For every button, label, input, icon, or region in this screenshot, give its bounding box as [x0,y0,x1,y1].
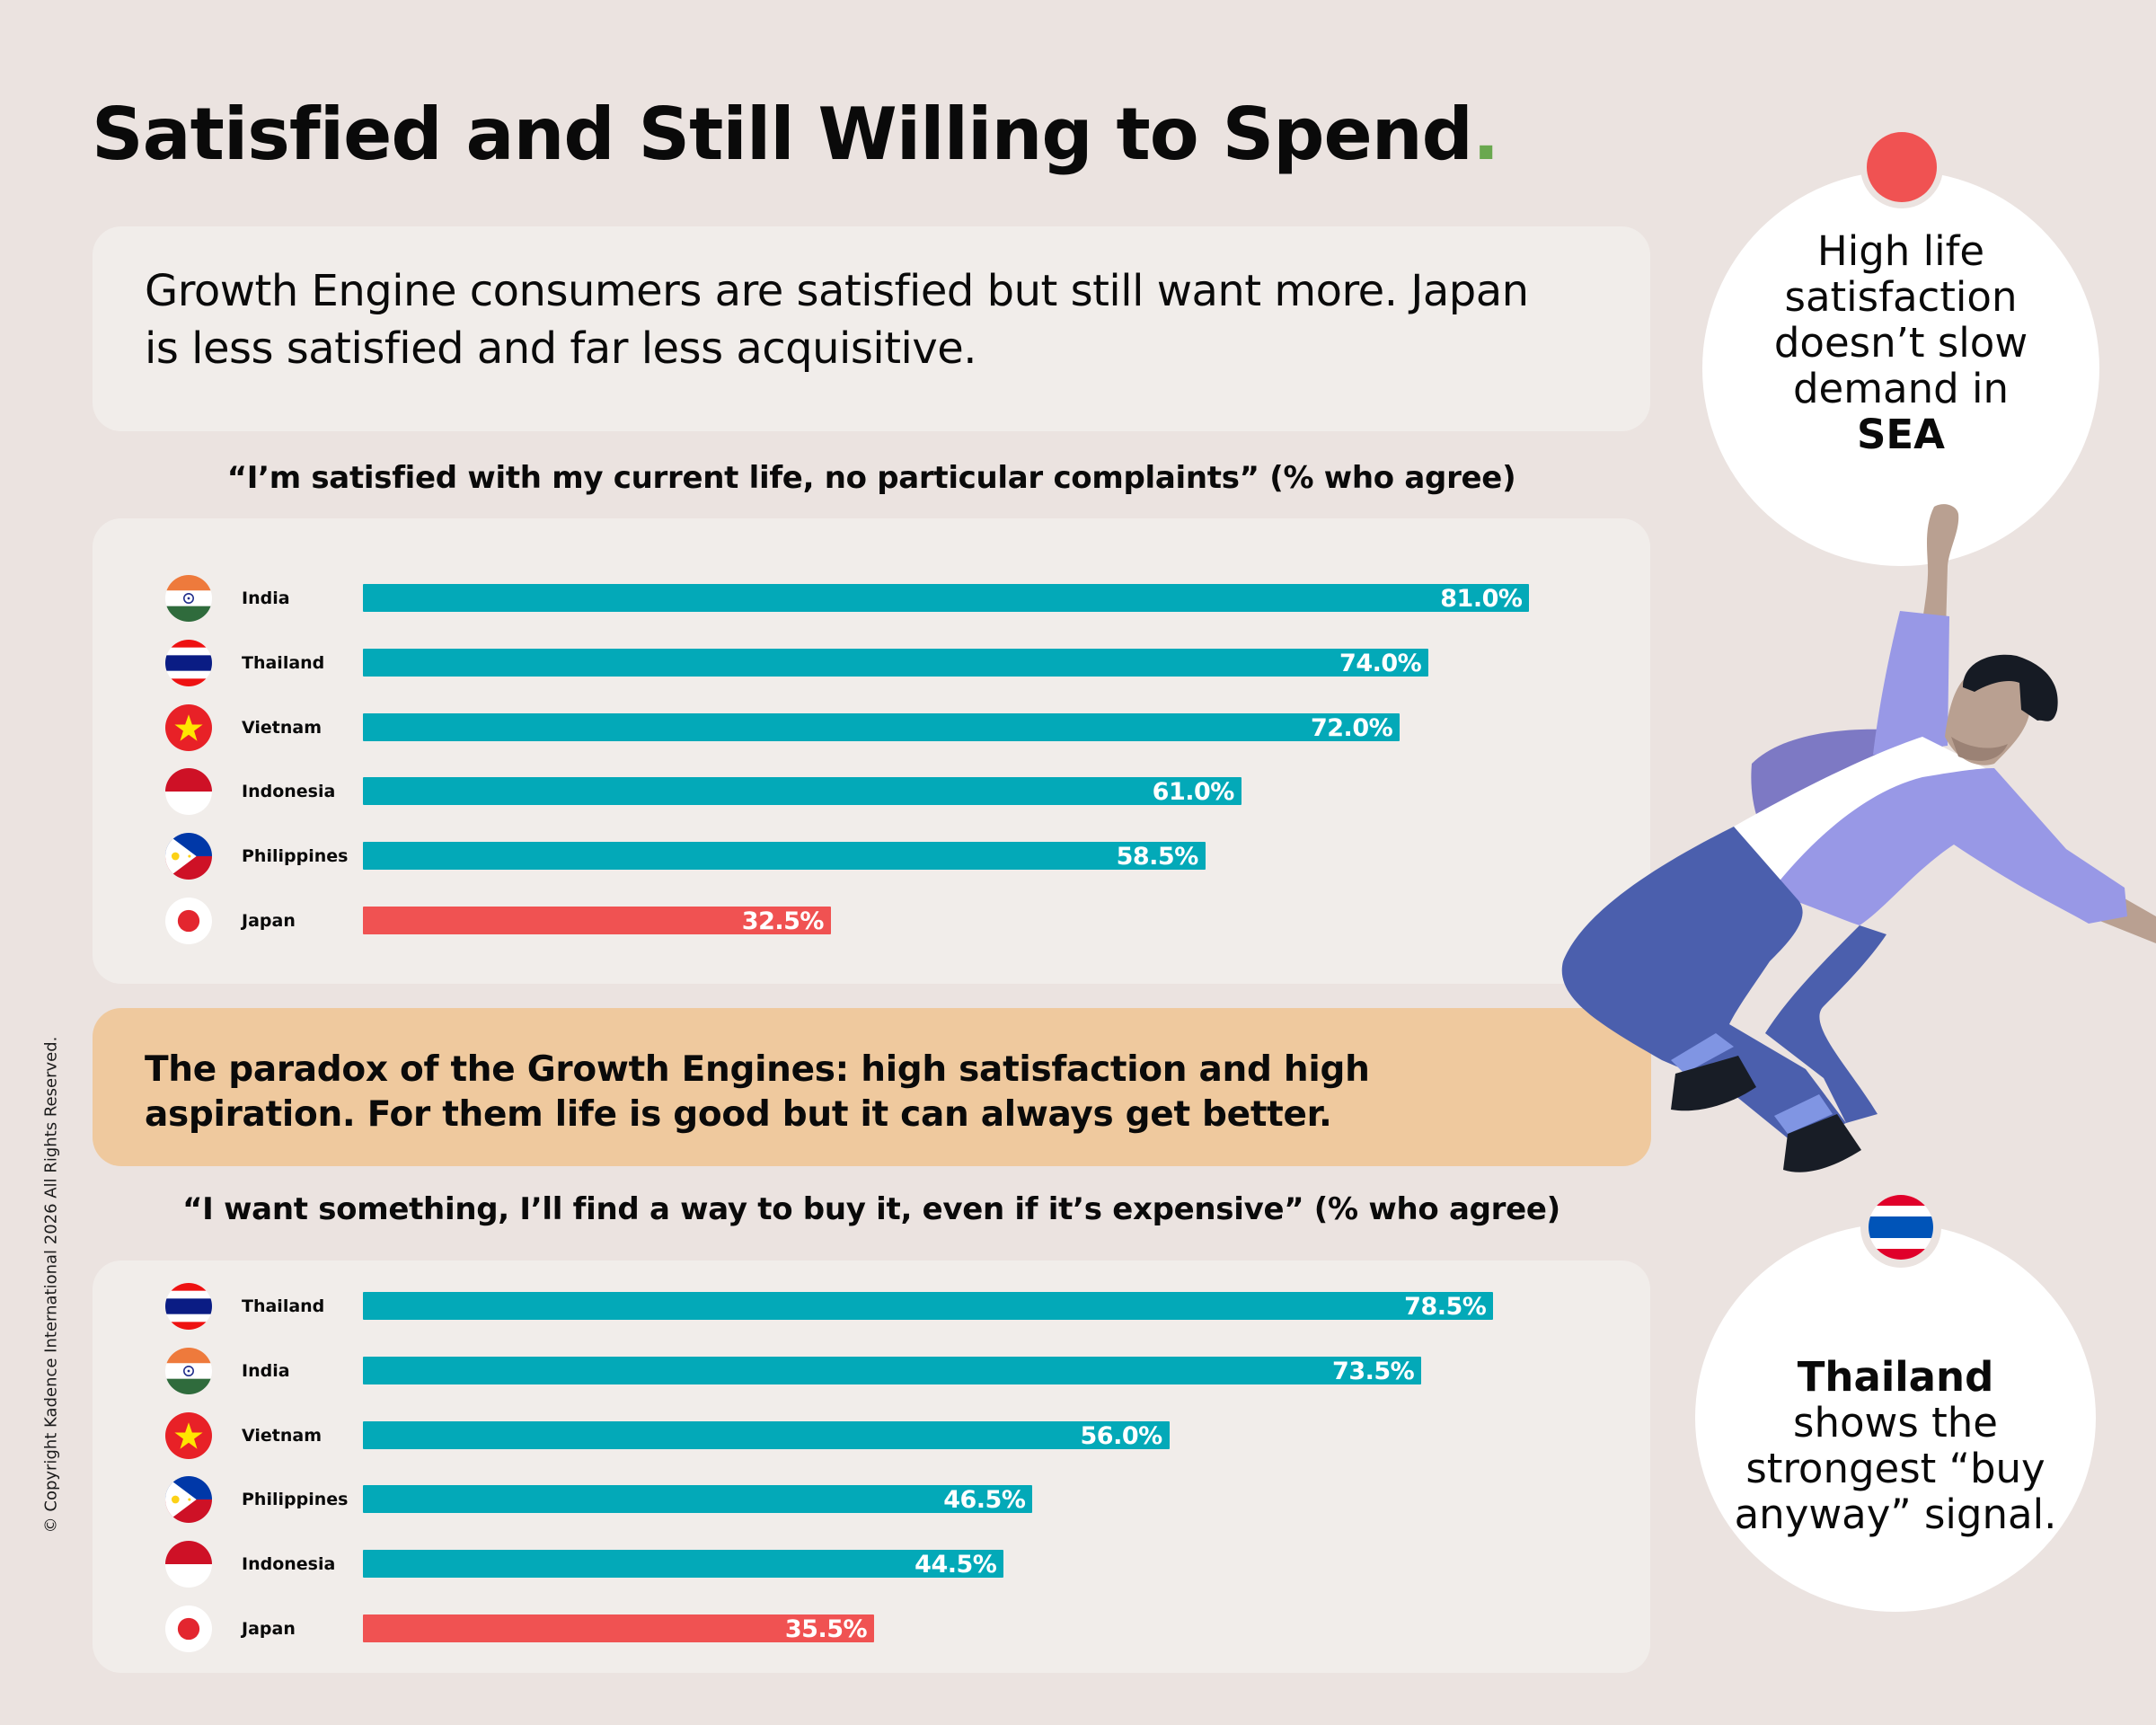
bar-value-label: 78.5% [1404,1293,1487,1321]
country-label: Vietnam [242,718,322,738]
summary-text: Growth Engine consumers are satisfied bu… [145,266,1529,374]
country-label: Indonesia [242,782,336,801]
country-label: Japan [242,1619,296,1639]
bar-value-label: 56.0% [1080,1422,1163,1450]
buy-anyway-chart: Thailand 78.5% India 73.5% Vietnam 56.0% Phili… [93,1261,1650,1673]
japan-flag-icon [165,1606,212,1652]
bar-row-vietnam: Vietnam 72.0% [93,704,1650,751]
country-label: Vietnam [242,1426,322,1446]
bar-value-label: 73.5% [1332,1358,1415,1385]
bar: 81.0% [363,584,1530,613]
country-label: Thailand [242,653,325,673]
bar-row-india: India 81.0% [93,575,1650,622]
bar-row-india: India 73.5% [93,1348,1650,1394]
title-accent-dot: . [1471,93,1499,176]
indonesia-flag-icon [165,768,212,815]
thailand-flag-icon [165,1283,212,1330]
bar: 61.0% [363,777,1241,806]
bar-row-thailand: Thailand 74.0% [93,640,1650,686]
country-label: Philippines [242,1490,349,1509]
thailand-insight-bubble: Thailand shows the strongest “buy anyway”… [1695,1224,2096,1612]
bar: 72.0% [363,713,1401,742]
page-title: Satisfied and Still Willing to Spend. [92,90,1499,180]
bar-row-japan: Japan 35.5% [93,1606,1650,1652]
bar: 35.5% [363,1614,875,1643]
bar-row-philippines: Philippines 58.5% [93,833,1650,880]
sea-insight-bubble: High life satisfaction doesn’t slow dema… [1702,171,2099,566]
country-label: India [242,588,290,608]
india-flag-icon [165,575,212,622]
bar-value-label: 72.0% [1310,714,1393,742]
bar: 58.5% [363,842,1206,871]
bar-row-thailand: Thailand 78.5% [93,1283,1650,1330]
philippines-flag-icon [165,833,212,880]
paradox-panel: The paradox of the Growth Engines: high … [93,1008,1651,1166]
thailand-insight-text: Thailand shows the strongest “buy anyway”… [1695,1354,2096,1537]
bar-row-indonesia: Indonesia 44.5% [93,1541,1650,1588]
red-dot-icon [1867,132,1937,202]
vietnam-flag-icon [165,1412,212,1459]
bar: 56.0% [363,1421,1170,1450]
bar-row-philippines: Philippines 46.5% [93,1476,1650,1523]
bar-value-label: 46.5% [943,1486,1026,1514]
bar: 46.5% [363,1485,1033,1514]
satisfaction-chart: India 81.0% Thailand 74.0% Vietnam 72.0% Indon… [93,518,1650,984]
bar: 73.5% [363,1357,1422,1385]
bar-row-indonesia: Indonesia 61.0% [93,768,1650,815]
thailand-insight-bold: Thailand [1797,1353,1994,1401]
indonesia-flag-icon [165,1541,212,1588]
bar: 32.5% [363,907,831,935]
bar-value-label: 32.5% [741,907,825,935]
country-label: Thailand [242,1296,325,1316]
bar-row-japan: Japan 32.5% [93,898,1650,944]
india-flag-icon [165,1348,212,1394]
thailand-flag-icon [1869,1195,1933,1260]
sea-insight-text: High life satisfaction doesn’t slow dema… [1702,228,2099,457]
country-label: India [242,1361,290,1381]
vietnam-flag-icon [165,704,212,751]
page-title-text: Satisfied and Still Willing to Spend [92,93,1473,176]
chart2-title: “I want something, I’ll find a way to bu… [182,1191,1560,1227]
chart1-title: “I’m satisfied with my current life, no … [226,460,1516,496]
country-label: Japan [242,911,296,931]
country-label: Indonesia [242,1554,336,1574]
country-label: Philippines [242,846,349,866]
japan-flag-icon [165,898,212,944]
bar-value-label: 58.5% [1116,843,1199,871]
bar-row-vietnam: Vietnam 56.0% [93,1412,1650,1459]
bar-value-label: 74.0% [1339,650,1422,677]
thailand-flag-icon [165,640,212,686]
bar: 44.5% [363,1550,1004,1579]
sea-insight-bold: SEA [1857,410,1945,458]
thailand-insight-regular: shows the strongest “buy anyway” signal. [1734,1399,2057,1538]
bar-value-label: 44.5% [915,1551,997,1579]
summary-panel: Growth Engine consumers are satisfied bu… [93,226,1650,431]
paradox-text: The paradox of the Growth Engines: high … [145,1049,1370,1135]
bar: 74.0% [363,649,1429,677]
sea-insight-regular: High life satisfaction doesn’t slow dema… [1773,226,2028,412]
bar-value-label: 61.0% [1152,778,1235,806]
bar-value-label: 35.5% [784,1615,868,1643]
bar-value-label: 81.0% [1440,585,1523,613]
bar: 78.5% [363,1292,1494,1321]
copyright-text: © Copyright Kadence International 2026 A… [41,1036,61,1534]
philippines-flag-icon [165,1476,212,1523]
